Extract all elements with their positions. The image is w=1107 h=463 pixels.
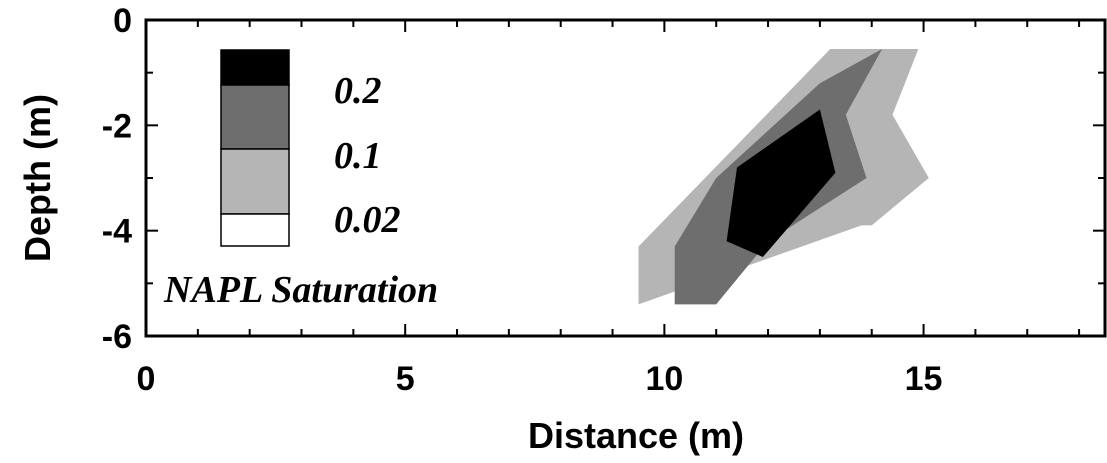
legend-label: 0.2 <box>334 70 382 112</box>
y-tick-label: -6 <box>102 318 132 356</box>
legend-swatch <box>220 84 290 150</box>
x-axis-title: Distance (m) <box>528 415 744 456</box>
x-tick-labels: 0 5 10 15 <box>137 360 943 398</box>
x-tick-label: 10 <box>645 360 683 398</box>
legend-swatch <box>220 148 290 215</box>
contour-layer <box>638 49 929 305</box>
contour-level-0-2 <box>726 109 836 257</box>
legend-title: NAPL Saturation <box>163 269 438 311</box>
x-tick-label: 5 <box>396 360 415 398</box>
y-tick-label: -4 <box>102 213 132 251</box>
legend-label: 0.02 <box>334 199 401 241</box>
y-axis-title: Depth (m) <box>17 94 58 262</box>
x-tick-label: 0 <box>137 360 156 398</box>
y-tick-label: 0 <box>113 2 132 40</box>
legend-label: 0.1 <box>334 135 382 177</box>
y-tick-labels: 0 -2 -4 -6 <box>102 2 132 356</box>
legend-swatch <box>220 213 290 247</box>
x-tick-label: 15 <box>905 360 943 398</box>
y-tick-label: -2 <box>102 107 132 145</box>
legend: 0.2 0.1 0.02 NAPL Saturation <box>163 49 438 311</box>
plot-frame <box>144 18 1107 338</box>
legend-swatch <box>220 49 290 86</box>
